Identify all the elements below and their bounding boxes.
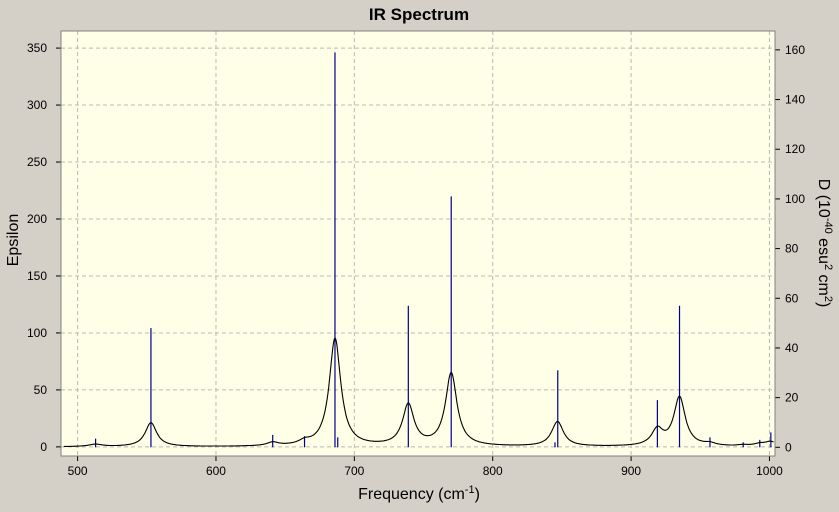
x-axis-title-sup: -1	[465, 484, 475, 496]
y2-axis-title-sup1: -40	[822, 218, 834, 234]
x-axis-title: Frequency (cm-1)	[358, 484, 480, 503]
y-tick-label: 250	[27, 155, 47, 169]
y-tick-label: 150	[27, 269, 47, 283]
y2-axis-title-p4: )	[815, 302, 832, 307]
x-tick-label: 900	[621, 464, 641, 478]
y-tick-label: 300	[27, 98, 47, 112]
y2-axis-title-sup3: 2	[822, 296, 834, 302]
y2-axis-title-sup2: 2	[822, 264, 834, 270]
y2-tick-label: 0	[785, 440, 792, 454]
y-axis-left: 0 50 100 150 200 250 300 350	[27, 41, 61, 454]
spectrum-curve	[63, 336, 774, 448]
y-tick-label: 50	[34, 383, 48, 397]
y2-axis-title-p3: cm	[815, 270, 832, 296]
y2-tick-label: 40	[785, 341, 799, 355]
y-tick-label: 100	[27, 326, 47, 340]
plot-area	[61, 31, 775, 456]
y-axis-title: Epsilon	[5, 214, 22, 266]
x-tick-label: 600	[206, 464, 226, 478]
x-axis: 500 600 700 800 900 1000	[68, 456, 783, 478]
y2-axis-title: D (10-40 esu2 cm2)	[815, 179, 834, 308]
y2-tick-label: 60	[785, 291, 799, 305]
x-tick-label: 800	[483, 464, 503, 478]
y2-axis-title-p1: D (10	[815, 179, 832, 218]
x-tick-label: 700	[344, 464, 364, 478]
y2-tick-label: 20	[785, 391, 799, 405]
y-tick-label: 0	[40, 440, 47, 454]
y2-tick-label: 140	[785, 93, 805, 107]
y2-tick-label: 80	[785, 242, 799, 256]
grid-lines	[61, 31, 775, 456]
chart-title: IR Spectrum	[369, 5, 469, 24]
plot-border	[60, 30, 776, 457]
x-axis-title-tail: )	[475, 486, 480, 503]
y2-tick-label: 120	[785, 142, 805, 156]
y2-axis-title-p2: esu	[815, 234, 832, 264]
y-tick-label: 350	[27, 41, 47, 55]
y-axis-right: 0 20 40 60 80 100 120 140 160	[775, 43, 805, 454]
y-tick-label: 200	[27, 212, 47, 226]
x-axis-title-text: Frequency (cm	[358, 486, 465, 503]
y2-tick-label: 100	[785, 192, 805, 206]
x-tick-label: 1000	[756, 464, 783, 478]
y2-tick-label: 160	[785, 43, 805, 57]
x-tick-label: 500	[68, 464, 88, 478]
